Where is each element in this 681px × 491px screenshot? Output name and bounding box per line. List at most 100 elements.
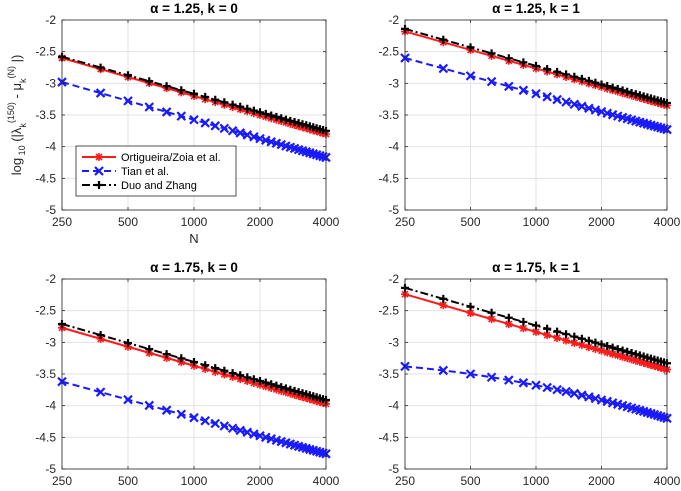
y-tick-label: -4: [388, 399, 399, 413]
x-tick-label: 2000: [247, 215, 274, 229]
data-point: [584, 343, 593, 352]
data-point: [189, 412, 199, 423]
data-point: [591, 344, 600, 353]
data-point: [613, 345, 622, 354]
y-tick-label: -3: [45, 335, 56, 349]
data-point: [465, 71, 476, 81]
data-point: [623, 354, 632, 363]
x-tick-label: 2000: [588, 215, 615, 229]
y-tick-label: -4: [45, 140, 56, 154]
data-point: [256, 108, 264, 117]
data-point: [243, 373, 252, 382]
data-point: [603, 82, 612, 91]
data-point: [294, 388, 303, 397]
data-point: [243, 104, 252, 113]
data-point: [552, 384, 562, 395]
data-point: [190, 357, 198, 366]
data-point: [631, 350, 640, 359]
data-point: [486, 76, 497, 87]
data-point: [161, 107, 172, 117]
data-point: [635, 351, 644, 360]
x-tick-label: 1000: [523, 474, 550, 488]
data-point: [532, 61, 540, 70]
x-tick-label: 4000: [654, 215, 681, 229]
data-point: [144, 102, 155, 112]
data-point: [210, 418, 221, 429]
data-point: [627, 349, 636, 358]
subplot-3: 250 500 1000 2000 4000 -2 -2.5 -3 -3.5 -4 -4.5 -5 α …: [35, 260, 339, 488]
data-point: [242, 427, 253, 438]
data-point: [486, 372, 497, 383]
data-point: [189, 114, 199, 125]
data-point: [562, 336, 571, 345]
data-point: [210, 121, 221, 131]
y-label-part: (N): [6, 66, 16, 79]
data-point: [631, 90, 640, 99]
data-point: [162, 350, 171, 359]
data-point: [603, 342, 612, 351]
data-point: [177, 86, 186, 95]
data-point: [608, 83, 617, 92]
data-point: [145, 345, 154, 354]
data-point: [235, 425, 246, 436]
data-point: [577, 341, 586, 350]
data-point: [631, 356, 640, 365]
x-tick-label: 1000: [523, 215, 550, 229]
chart-title: α = 1.75, k = 0: [150, 260, 238, 275]
data-point: [504, 81, 514, 92]
data-point: [553, 67, 562, 76]
x-tick-label: 4000: [313, 474, 340, 488]
data-point: [577, 101, 587, 112]
y-label-part: |): [9, 55, 24, 66]
data-point: [261, 109, 270, 118]
data-point: [487, 49, 496, 58]
y-label-part: 10: [17, 145, 27, 158]
data-point: [290, 118, 299, 127]
subplot-4: 250 500 1000 2000 4000 -2 -2.5 -3 -3.5 -4 -4.5 -5 α …: [378, 260, 680, 488]
data-point: [487, 315, 496, 324]
data-point: [96, 331, 105, 340]
data-point: [465, 369, 476, 379]
legend-label: Ortigueira/Zoia et al.: [121, 152, 221, 164]
data-point: [228, 100, 237, 109]
data-point: [95, 88, 106, 98]
data-point: [584, 392, 594, 402]
data-point: [646, 360, 655, 369]
x-tick-label: 250: [52, 474, 72, 488]
x-tick-label: 1000: [181, 215, 208, 229]
data-point: [635, 357, 644, 366]
data-point: [124, 71, 132, 80]
data-point: [439, 301, 448, 310]
data-point: [570, 332, 579, 341]
data-point: [532, 327, 540, 336]
data-point: [577, 390, 587, 400]
data-point: [211, 95, 220, 104]
data-point: [228, 369, 237, 378]
series-ortigueira-zoia-et-al-: [401, 290, 671, 374]
data-point: [272, 381, 281, 390]
data-point: [144, 400, 155, 411]
data-point: [553, 327, 562, 336]
x-tick-label: 4000: [313, 215, 340, 229]
data-point: [532, 321, 540, 330]
data-point: [145, 77, 154, 86]
y-label-part: log: [9, 158, 24, 175]
legend-label: Tian et al.: [121, 166, 169, 178]
data-point: [660, 364, 668, 373]
data-point: [577, 334, 586, 343]
data-point: [176, 409, 187, 420]
data-point: [591, 338, 600, 347]
y-tick-label: -4: [388, 140, 399, 154]
legend: Ortigueira/Zoia et al. Tian et al. Duo and…: [75, 145, 237, 197]
data-point: [608, 343, 617, 352]
x-tick-label: 500: [118, 215, 138, 229]
y-tick-label: -2: [45, 13, 56, 27]
x-tick-label: 250: [395, 474, 415, 488]
data-point: [531, 380, 541, 391]
legend-item: Ortigueira/Zoia et al.: [82, 152, 221, 164]
legend-label: Duo and Zhang: [121, 180, 197, 192]
data-point: [591, 78, 600, 87]
data-point: [613, 85, 622, 94]
data-point: [286, 116, 295, 125]
y-tick-label: -3: [45, 76, 56, 90]
